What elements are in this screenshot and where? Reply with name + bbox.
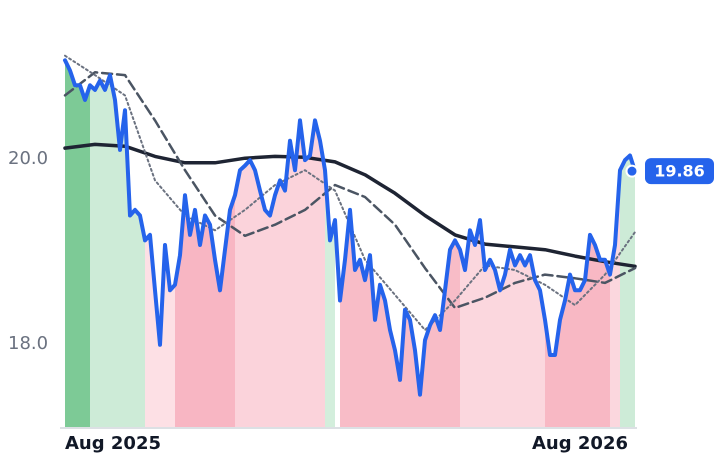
band	[545, 234, 610, 427]
band	[90, 75, 145, 427]
last-value-label: 19.86	[654, 162, 705, 181]
band	[620, 155, 635, 427]
last-value-badge	[645, 158, 714, 185]
average-line	[63, 142, 637, 269]
band	[65, 60, 90, 428]
price-line	[63, 58, 637, 397]
average-line	[63, 71, 637, 310]
y-tick-label: 18.0	[8, 333, 48, 354]
band	[235, 120, 325, 428]
y-tick-label: 20.0	[8, 148, 48, 169]
x-tick-label: Aug 2026	[532, 433, 628, 454]
band	[460, 220, 545, 427]
x-tick-label: Aug 2025	[65, 433, 161, 454]
last-point	[625, 164, 639, 178]
band	[175, 195, 235, 427]
